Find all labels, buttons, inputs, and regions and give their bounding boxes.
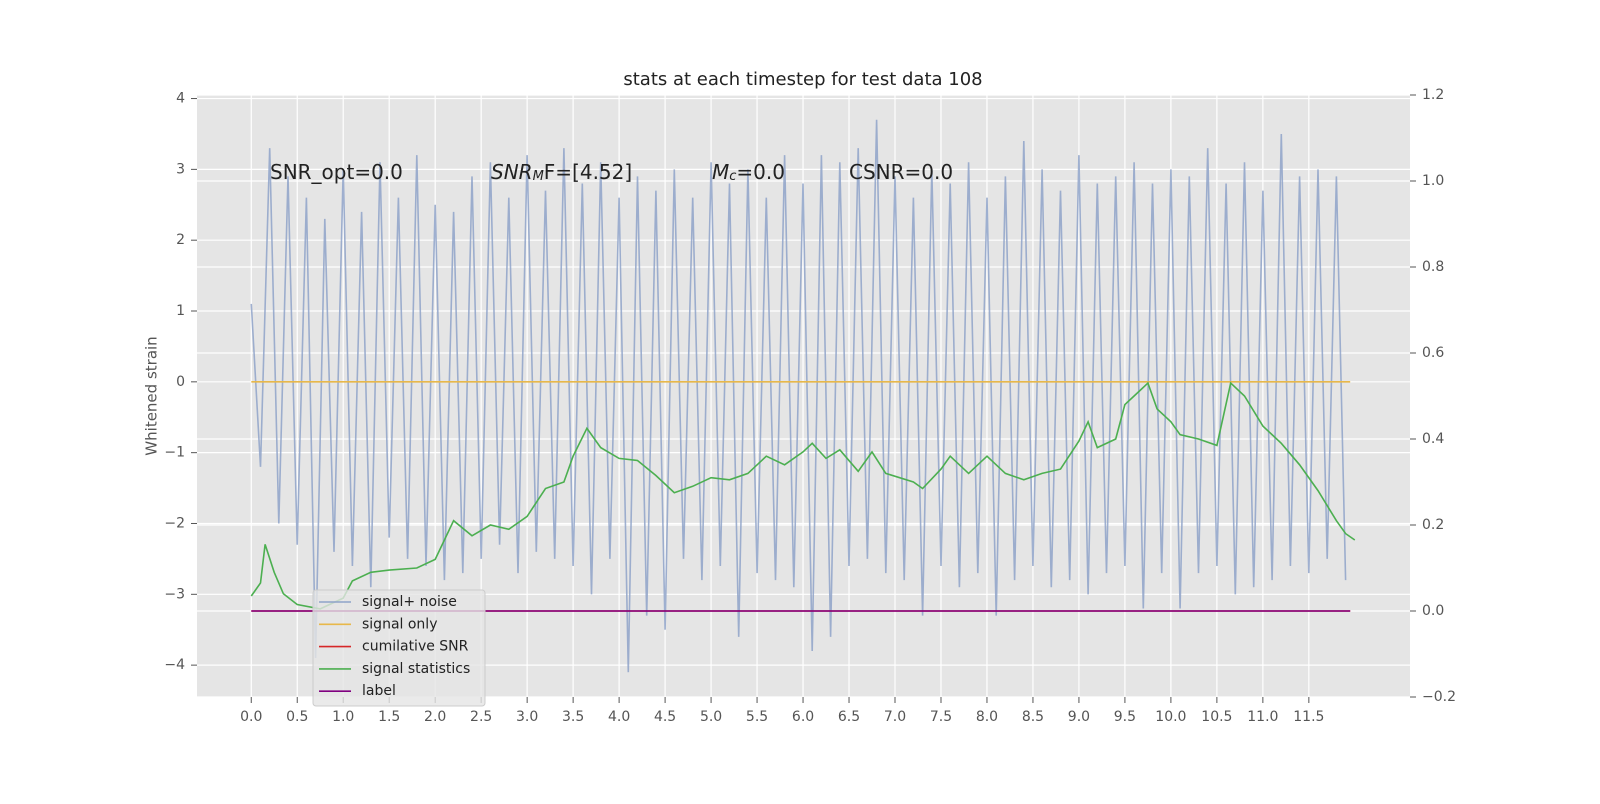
y2-tick-label: 0.6 [1422, 345, 1444, 361]
y-tick-label: 1 [176, 303, 185, 319]
axes: 0.0 0.5 1.0 1.5 2.0 2.5 3.0 3.5 4.0 4.5 5.0 5.5 6.0 6… [164, 87, 1456, 725]
x-tick-label: 8.0 [976, 709, 998, 725]
x-tick-label: 10.0 [1155, 709, 1186, 725]
legend-label: cumilative SNR [362, 639, 469, 655]
legend-label: signal statistics [362, 661, 470, 677]
annotation-part: M [533, 169, 544, 184]
x-tick-label: 11.5 [1293, 709, 1324, 725]
annotation-part: M [712, 160, 729, 184]
x-tick-label: 5.5 [746, 709, 768, 725]
x-tick-label: 4.0 [608, 709, 630, 725]
y-axis-label: Whitened strain [143, 336, 161, 455]
annotation-part: c [729, 169, 736, 184]
y2-tick-label: 0.4 [1422, 431, 1444, 447]
y-tick-label: 0 [176, 374, 185, 390]
annotation-part: =0.0 [736, 160, 785, 184]
x-tick-label: 1.0 [332, 709, 354, 725]
x-tick-label: 7.5 [930, 709, 952, 725]
y-tick-label: −4 [164, 657, 185, 673]
annotation: SNR_opt=0.0 [270, 160, 403, 184]
y2-tick-label: 0.2 [1422, 517, 1444, 533]
y2-tick-label: 1.2 [1422, 87, 1444, 103]
y2-tick-label: −0.2 [1422, 689, 1456, 705]
legend-label: label [362, 683, 396, 699]
annotations: SNR_opt=0.0 SNRMF=[4.52] Mc=0.0 CSNR=0.0 [270, 160, 953, 185]
x-tick-label: 8.5 [1022, 709, 1044, 725]
x-tick-label: 0.0 [240, 709, 262, 725]
annotation-part: SNR_opt=0.0 [270, 160, 403, 184]
annotation-part: CSNR=0.0 [849, 160, 953, 184]
y-tick-label: −3 [164, 586, 185, 602]
y2-tick-label: 0.0 [1422, 603, 1444, 619]
x-tick-label: 4.5 [654, 709, 676, 725]
legend-label: signal only [362, 616, 437, 632]
x-tick-label: 2.5 [470, 709, 492, 725]
x-tick-label: 0.5 [286, 709, 308, 725]
x-tick-label: 9.0 [1068, 709, 1090, 725]
x-tick-label: 9.5 [1114, 709, 1136, 725]
annotation: CSNR=0.0 [849, 160, 953, 184]
x-tick-label: 7.0 [884, 709, 906, 725]
x-tick-label: 3.0 [516, 709, 538, 725]
annotation: Mc=0.0 [712, 160, 785, 185]
legend-box [312, 589, 486, 707]
chart-title: stats at each timestep for test data 108 [623, 69, 982, 90]
y-tick-label: −2 [164, 515, 185, 531]
y2-tick-label: 0.8 [1422, 259, 1444, 275]
x-tick-label: 1.5 [378, 709, 400, 725]
legend: signal+ noise signal only cumilative SNR si… [312, 589, 486, 707]
y-tick-label: 3 [176, 161, 185, 177]
x-tick-label: 2.0 [424, 709, 446, 725]
x-tick-label: 3.5 [562, 709, 584, 725]
y-tick-label: 4 [176, 91, 185, 107]
y2-tick-label: 1.0 [1422, 173, 1444, 189]
x-tick-label: 5.0 [700, 709, 722, 725]
legend-label: signal+ noise [362, 594, 457, 610]
series-line [250, 119, 1347, 673]
y-tick-label: −1 [164, 445, 185, 461]
y-tick-label: 2 [176, 232, 185, 248]
annotation-part: SNR [491, 160, 533, 184]
x-tick-label: 6.0 [792, 709, 814, 725]
series-line [250, 381, 1356, 610]
x-tick-label: 10.5 [1201, 709, 1232, 725]
x-tick-label: 6.5 [838, 709, 860, 725]
x-tick-label: 11.0 [1247, 709, 1278, 725]
annotation-part: F=[4.52] [544, 160, 632, 184]
annotation: SNRMF=[4.52] [491, 160, 632, 185]
